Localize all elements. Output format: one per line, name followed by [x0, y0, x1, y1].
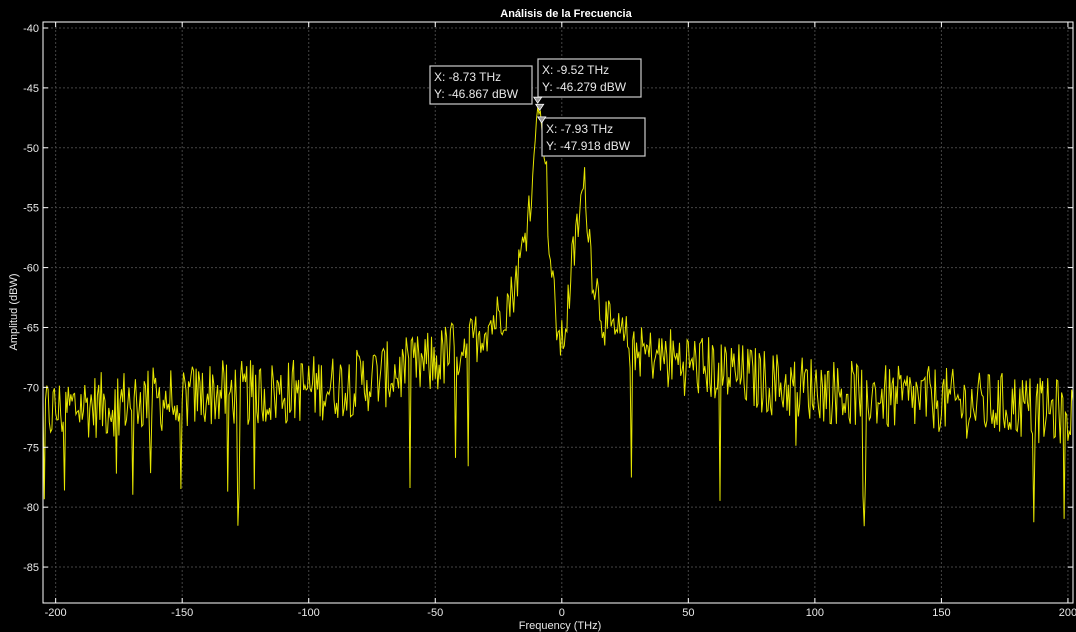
- data-tip-marker: [536, 116, 547, 124]
- y-tick-label: -60: [23, 263, 39, 275]
- data-tip-x-label: X: -9.52 THz: [542, 63, 609, 77]
- data-tip-box: [541, 117, 646, 157]
- y-tick-label: -80: [23, 502, 39, 514]
- data-tip-y-label: Y: -46.867 dBW: [434, 87, 519, 101]
- chart-title: Análisis de la Frecuencia: [500, 8, 632, 20]
- data-tip-marker: [532, 96, 543, 104]
- y-axis-ticks: -40 -45 -50 -55 -60 -65 -70 -75 -80 -85: [23, 23, 1073, 574]
- data-tip-box: [537, 58, 642, 98]
- y-axis-label: Amplitud (dBW): [8, 273, 20, 350]
- x-tick-label: 0: [559, 607, 565, 619]
- x-tick-label: 50: [682, 607, 694, 619]
- data-tip[interactable]: X: -9.52 THz Y: -46.279 dBW: [532, 58, 642, 104]
- x-axis-label: Frequency (THz): [519, 620, 602, 632]
- x-tick-label: -200: [45, 607, 67, 619]
- x-tick-label: 200: [1059, 607, 1076, 619]
- x-tick-label: 100: [806, 607, 824, 619]
- data-tip-marker: [534, 103, 545, 111]
- x-axis-ticks: -200 -150 -100 -50 0 50 100 150 200: [45, 22, 1076, 619]
- data-tip-y-label: Y: -47.918 dBW: [546, 139, 631, 153]
- data-tip[interactable]: X: -7.93 THz Y: -47.918 dBW: [536, 116, 646, 157]
- x-tick-label: -150: [171, 607, 193, 619]
- y-tick-label: -65: [23, 322, 39, 334]
- x-tick-label: -100: [298, 607, 320, 619]
- data-tip-x-label: X: -7.93 THz: [546, 122, 613, 136]
- grid: [43, 22, 1073, 603]
- data-tip-y-label: Y: -46.279 dBW: [542, 80, 627, 94]
- y-tick-label: -50: [23, 143, 39, 155]
- y-tick-label: -70: [23, 382, 39, 394]
- data-tip[interactable]: X: -8.73 THz Y: -46.867 dBW: [429, 65, 545, 111]
- y-tick-label: -45: [23, 83, 39, 95]
- y-tick-label: -40: [23, 23, 39, 35]
- y-tick-label: -55: [23, 203, 39, 215]
- data-tip-x-label: X: -8.73 THz: [434, 70, 501, 84]
- spectrum-line: [42, 106, 1074, 527]
- data-tip-box: [429, 65, 533, 105]
- x-tick-label: 150: [932, 607, 950, 619]
- series-layer: [42, 106, 1074, 527]
- y-tick-label: -85: [23, 562, 39, 574]
- y-tick-label: -75: [23, 442, 39, 454]
- axes: [42, 21, 1074, 604]
- axes-box: [42, 21, 1074, 604]
- data-tips: X: -8.73 THz Y: -46.867 dBW X: -9.52 THz Y:…: [429, 58, 646, 157]
- x-tick-label: -50: [427, 607, 443, 619]
